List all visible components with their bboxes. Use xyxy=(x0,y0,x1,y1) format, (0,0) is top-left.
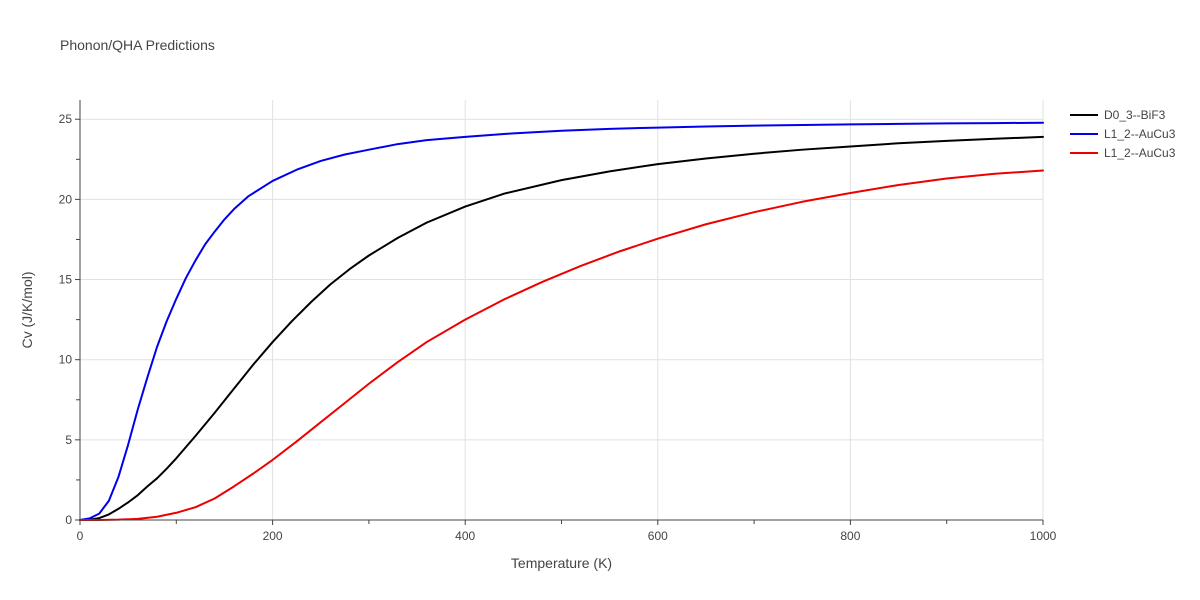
y-tick-label: 20 xyxy=(59,192,73,206)
y-tick-label: 5 xyxy=(65,433,72,447)
chart-title: Phonon/QHA Predictions xyxy=(60,37,215,53)
legend-label-1: D0_3--BiF3 xyxy=(1104,108,1166,122)
grid-layer xyxy=(80,100,1044,520)
y-tick-label: 25 xyxy=(59,112,73,126)
y-tick-label: 10 xyxy=(59,353,73,367)
x-tick-label: 1000 xyxy=(1030,529,1057,543)
series-layer xyxy=(79,121,1044,521)
x-axis-title: Temperature (K) xyxy=(511,555,612,571)
x-tick-label: 200 xyxy=(263,529,283,543)
legend-label-3: L1_2--AuCu3 xyxy=(1104,146,1176,160)
y-tick-label: 0 xyxy=(65,513,72,527)
x-tick-label: 600 xyxy=(648,529,668,543)
x-tick-label: 800 xyxy=(840,529,860,543)
legend-label-2: L1_2--AuCu3 xyxy=(1104,127,1176,141)
legend: D0_3--BiF3 L1_2--AuCu3 L1_2--AuCu3 xyxy=(1070,108,1176,160)
y-tick-label: 15 xyxy=(59,273,73,287)
series-line-3 xyxy=(79,169,1044,521)
series-line-1 xyxy=(79,135,1044,521)
series-line-2 xyxy=(79,121,1044,521)
axes-layer: 0 200 400 600 800 1000 0 5 10 15 20 25 xyxy=(59,100,1057,543)
y-axis-title: Cv (J/K/mol) xyxy=(19,272,35,349)
x-tick-label: 400 xyxy=(455,529,475,543)
x-tick-label: 0 xyxy=(77,529,84,543)
